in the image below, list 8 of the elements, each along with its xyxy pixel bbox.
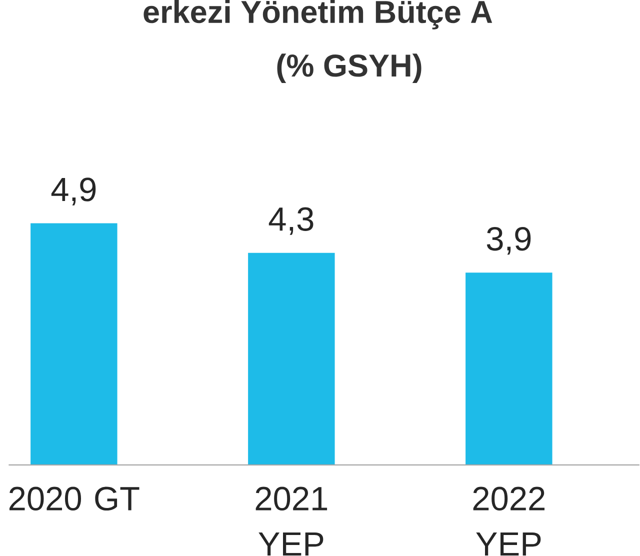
chart-subtitle: (% GSYH) bbox=[277, 54, 422, 84]
data-label: 4,3 bbox=[268, 207, 314, 236]
data-label: 4,9 bbox=[51, 178, 96, 206]
x-tick-label: 2020 GT bbox=[9, 487, 140, 511]
chart-title: erkezi Yönetim Bütçe A bbox=[144, 0, 492, 30]
x-tick-label: 2022 YEP bbox=[473, 487, 544, 556]
data-label: 3,9 bbox=[486, 227, 531, 255]
x-tick-label: 2021 YEP bbox=[256, 487, 328, 556]
